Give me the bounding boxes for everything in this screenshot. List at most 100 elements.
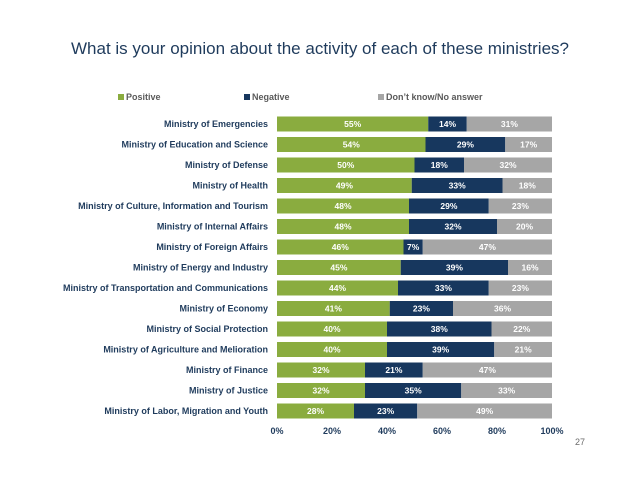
bar-segment (398, 280, 489, 296)
bar-segment (409, 219, 497, 234)
legend-swatch (118, 94, 124, 100)
bar-segment (387, 342, 495, 357)
bar-segment (277, 383, 365, 398)
bar-segment (277, 342, 387, 357)
data-label: 33% (435, 283, 452, 293)
data-label: 47% (479, 242, 496, 252)
data-label: 49% (476, 406, 493, 416)
bar-segment (461, 383, 552, 398)
category-label: Ministry of Finance (186, 365, 268, 375)
bar-segment (387, 321, 492, 337)
x-axis-ticks: 0% 20% 40% 60% 80% 100% (270, 426, 563, 436)
legend-label: Don’t know/No answer (386, 92, 483, 102)
data-label: 46% (332, 242, 349, 252)
data-label: 23% (512, 201, 529, 211)
category-label: Ministry of Education and Science (121, 140, 268, 150)
bar-segment (277, 137, 426, 152)
legend-label: Negative (252, 92, 290, 102)
bar-segment (365, 362, 423, 378)
page-number: 27 (575, 437, 586, 447)
bar-segment (277, 239, 404, 255)
bar-segment (277, 362, 365, 378)
data-label: 31% (501, 119, 518, 129)
x-tick-label: 0% (270, 426, 283, 436)
bar-segment (466, 116, 552, 132)
data-label: 40% (323, 324, 340, 334)
category-labels: Ministry of Emergencies Ministry of Educa… (63, 119, 268, 416)
data-label: 47% (479, 365, 496, 375)
data-label: 17% (520, 140, 537, 150)
data-label: 16% (521, 263, 538, 273)
data-label: 39% (432, 345, 449, 355)
bar-segment (277, 280, 398, 296)
chart-title: What is your opinion about the activity … (71, 39, 569, 58)
data-label: 45% (330, 263, 347, 273)
data-label: 29% (457, 140, 474, 150)
bar-segment (417, 403, 552, 419)
bar-segment (365, 383, 462, 398)
bar-segment (425, 137, 506, 152)
bar-segment (422, 362, 552, 378)
category-label: Ministry of Energy and Industry (133, 263, 268, 273)
data-label: 50% (337, 160, 354, 170)
bar-segment (277, 157, 415, 173)
bar-segment (411, 178, 503, 193)
data-label: 32% (444, 222, 461, 232)
bar-segment (428, 116, 467, 132)
category-label: Ministry of Labor, Migration and Youth (104, 406, 268, 416)
data-label: 32% (312, 365, 329, 375)
data-label: 55% (344, 119, 361, 129)
bar-segment (354, 403, 418, 419)
data-label: 20% (516, 222, 533, 232)
bar-segment (389, 301, 453, 316)
data-label: 54% (343, 140, 360, 150)
data-label: 35% (405, 386, 422, 396)
data-label: 49% (336, 181, 353, 191)
data-label: 32% (312, 386, 329, 396)
category-label: Ministry of Emergencies (164, 119, 268, 129)
bar-segment (277, 403, 354, 419)
data-label: 48% (334, 201, 351, 211)
category-label: Ministry of Transportation and Communica… (63, 283, 268, 293)
bar-segment (409, 198, 489, 214)
bar-segment (403, 239, 423, 255)
category-label: Ministry of Internal Affairs (157, 222, 268, 232)
bar-segment (502, 178, 552, 193)
category-label: Ministry of Culture, Information and Tou… (78, 201, 268, 211)
bar-segment (277, 301, 390, 316)
data-label: 23% (413, 304, 430, 314)
legend-label: Positive (126, 92, 161, 102)
data-label: 40% (323, 345, 340, 355)
bar-segment (277, 321, 387, 337)
bar-segment (277, 116, 429, 132)
data-label: 21% (385, 365, 402, 375)
x-tick-label: 100% (540, 426, 563, 436)
data-label: 23% (377, 406, 394, 416)
bar-segment (453, 301, 552, 316)
legend-swatch (244, 94, 250, 100)
bar-segment (277, 260, 401, 275)
data-label: 38% (431, 324, 448, 334)
bar-segment (488, 198, 552, 214)
data-label: 22% (513, 324, 530, 334)
data-label: 18% (431, 160, 448, 170)
category-label: Ministry of Foreign Affairs (156, 242, 268, 252)
data-label: 44% (329, 283, 346, 293)
category-label: Ministry of Justice (189, 386, 268, 396)
category-label: Ministry of Health (192, 181, 268, 191)
bar-segment (464, 157, 552, 173)
category-label: Ministry of Social Protection (146, 324, 268, 334)
bar-segment (277, 178, 412, 193)
bar-segment (488, 280, 552, 296)
data-label: 39% (446, 263, 463, 273)
data-label: 23% (512, 283, 529, 293)
data-label: 36% (494, 304, 511, 314)
category-label: Ministry of Economy (179, 304, 268, 314)
bar-segment (505, 137, 552, 152)
bars: 55% 14% 31% 54% 29% 17% 50% 18% 32% 49% 33% 18% 48% 2… (277, 116, 552, 419)
data-label: 33% (449, 181, 466, 191)
legend: Positive Negative Don’t know/No answer (118, 92, 483, 102)
bar-segment (494, 342, 552, 357)
